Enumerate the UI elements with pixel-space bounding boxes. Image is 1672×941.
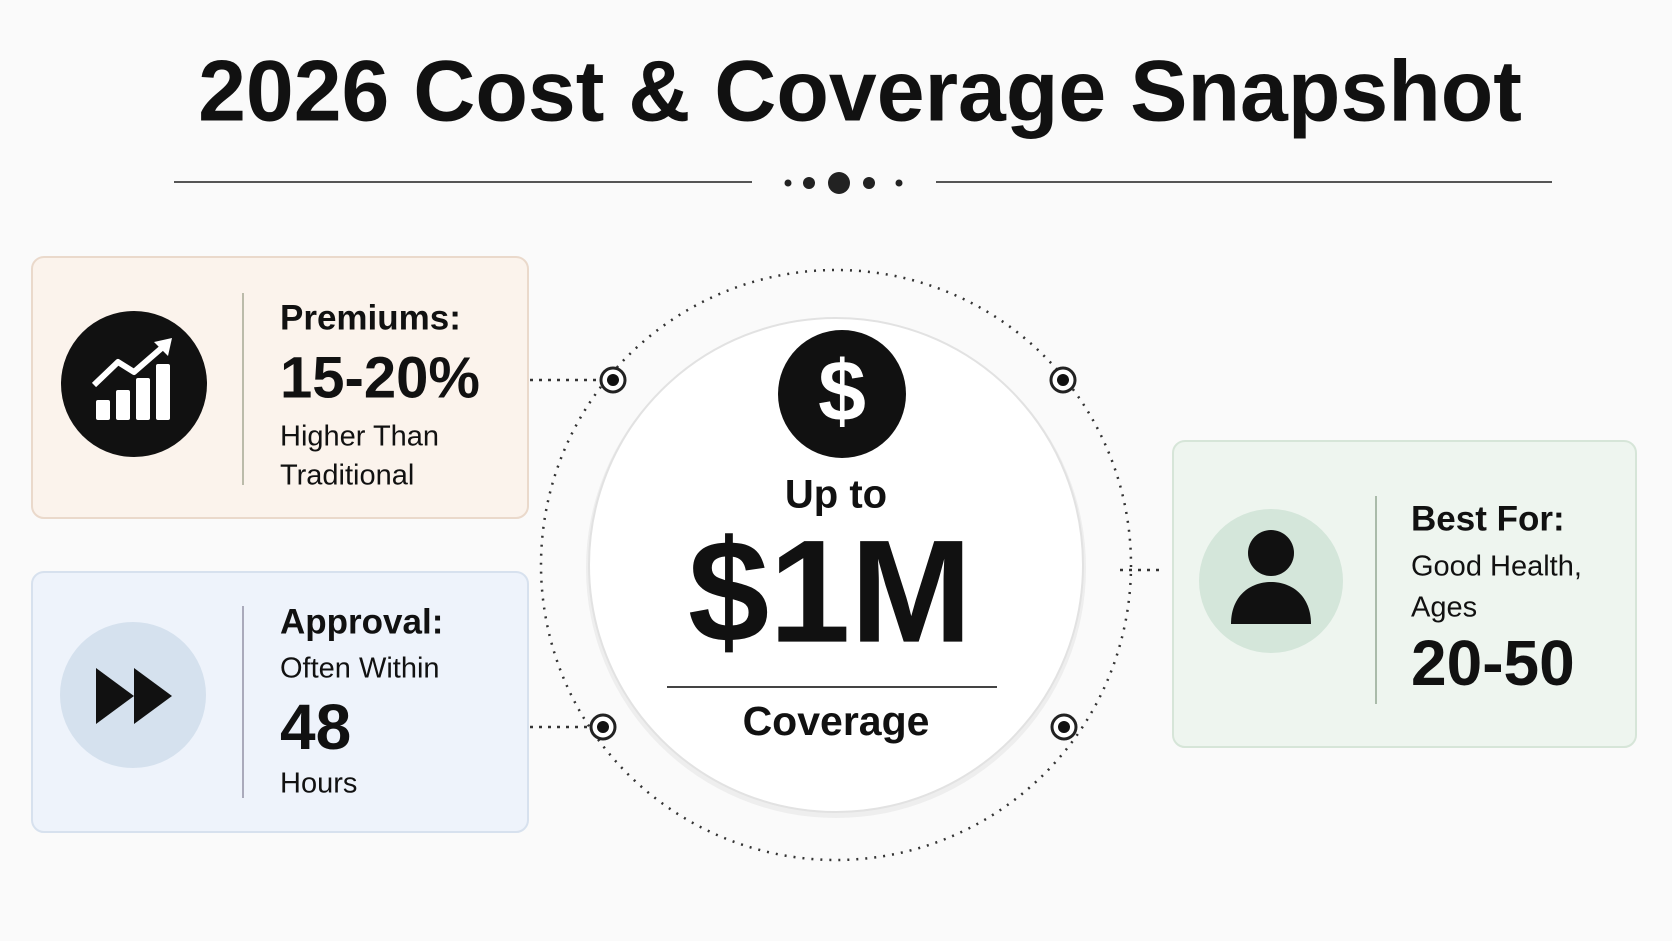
node-core <box>597 721 609 733</box>
growth-glyph <box>91 338 172 420</box>
best-for-lead: Ages <box>1411 592 1477 624</box>
divider-dot <box>863 177 875 189</box>
node-core <box>1058 721 1070 733</box>
approval-value: 48 <box>280 691 351 763</box>
person-glyph <box>1231 530 1311 624</box>
center-lead: Up to <box>785 473 887 517</box>
best-for-value: 20-50 <box>1411 627 1575 699</box>
premiums-note: Traditional <box>280 460 414 492</box>
dotted-ring <box>539 268 1133 862</box>
node-core <box>1057 374 1069 386</box>
divider-dot <box>828 172 850 194</box>
divider-dot <box>803 177 815 189</box>
best-for-lead: Good Health, <box>1411 551 1582 583</box>
speed-icon <box>60 622 206 768</box>
center-circle <box>588 317 1084 813</box>
premiums-value: 15-20% <box>280 345 480 410</box>
center-unit: Coverage <box>743 698 930 744</box>
dollar-symbol: $ <box>818 344 866 440</box>
divider-dot <box>784 179 792 187</box>
approval-lead: Often Within <box>280 653 440 685</box>
best-for-label: Best For: <box>1411 499 1565 538</box>
dollar-icon <box>778 330 906 458</box>
node-core <box>607 374 619 386</box>
premiums-label: Premiums: <box>280 298 461 337</box>
speed-glyph <box>96 668 172 724</box>
approval-unit: Hours <box>280 768 357 800</box>
approval-label: Approval: <box>280 602 443 641</box>
divider-dot <box>895 179 903 187</box>
center-value: $1M <box>688 510 972 673</box>
title: 2026 Cost & Coverage Snapshot <box>198 44 1522 140</box>
divider <box>174 172 1552 194</box>
connector-dots <box>589 366 1078 741</box>
premiums-note: Higher Than <box>280 421 439 453</box>
growth-icon <box>61 311 207 457</box>
